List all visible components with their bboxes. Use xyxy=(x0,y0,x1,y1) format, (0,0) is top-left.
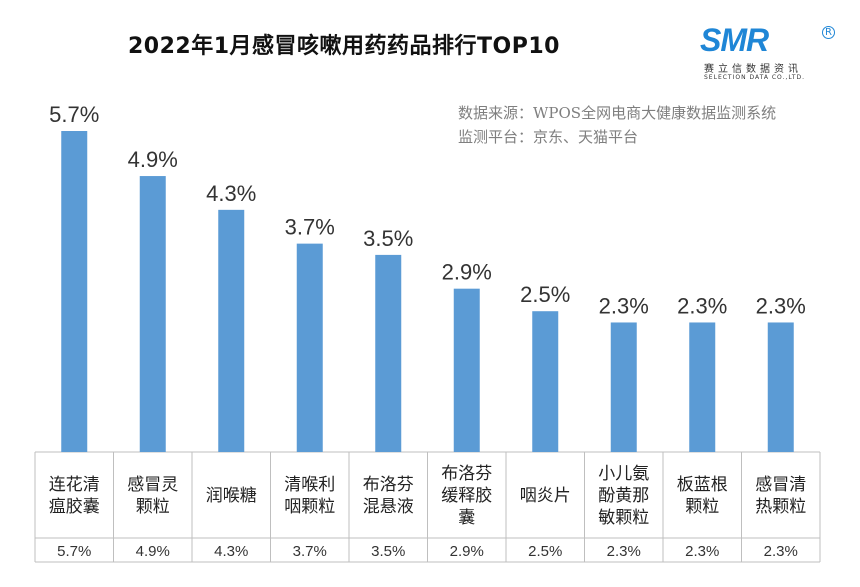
data-label: 2.3% xyxy=(756,293,806,318)
chart-title: 2022年1月感冒咳嗽用药药品排行TOP10 xyxy=(128,34,560,59)
category-label: 小儿氨 xyxy=(598,464,649,484)
category-label: 润喉糖 xyxy=(206,486,257,506)
category-label: 咽颗粒 xyxy=(284,497,335,517)
category-label: 清喉利 xyxy=(284,475,335,495)
data-label: 2.3% xyxy=(677,293,727,318)
bar xyxy=(218,209,245,452)
category-label: 咽炎片 xyxy=(520,486,571,506)
table-value: 2.5% xyxy=(528,543,562,560)
table-value: 2.9% xyxy=(450,543,484,560)
category-label: 布洛芬 xyxy=(441,464,492,484)
table-value: 5.7% xyxy=(57,543,91,560)
category-label: 缓释胶 xyxy=(441,486,492,506)
bar xyxy=(610,322,637,452)
category-label: 囊 xyxy=(458,508,475,528)
category-label: 感冒灵 xyxy=(127,475,178,495)
category-label: 颗粒 xyxy=(136,497,170,517)
bar xyxy=(375,254,402,452)
table-value: 2.3% xyxy=(685,543,719,560)
table-value: 4.3% xyxy=(214,543,248,560)
logo-chinese-name: 赛立信数据资讯 xyxy=(704,64,802,75)
bar xyxy=(532,311,559,452)
category-label: 瘟胶囊 xyxy=(49,497,100,517)
category-label: 热颗粒 xyxy=(755,497,806,517)
category-label: 感冒清 xyxy=(755,475,806,495)
data-label: 2.9% xyxy=(442,260,492,285)
table-value: 3.5% xyxy=(371,543,405,560)
category-label: 混悬液 xyxy=(363,497,414,517)
data-label: 3.5% xyxy=(363,226,413,251)
data-label: 3.7% xyxy=(285,215,335,240)
bar xyxy=(767,322,794,452)
category-label: 板蓝根 xyxy=(677,475,728,495)
data-label: 2.3% xyxy=(599,293,649,318)
bar xyxy=(453,288,480,452)
bar xyxy=(296,243,323,452)
source-line-1: 数据来源：WPOS全网电商大健康数据监测系统 xyxy=(458,104,777,122)
data-source-note: 数据来源：WPOS全网电商大健康数据监测系统 监测平台：京东、天猫平台 xyxy=(458,101,776,149)
bar xyxy=(689,322,716,452)
logo-english-name: SELECTION DATA CO.,LTD. xyxy=(704,74,806,81)
data-label: 4.3% xyxy=(206,181,256,206)
table-value: 4.9% xyxy=(136,543,170,560)
logo-mark: SMR xyxy=(700,22,769,58)
registered-mark: R xyxy=(822,26,835,39)
table-value: 2.3% xyxy=(607,543,641,560)
category-label: 酚黄那 xyxy=(598,486,649,506)
data-label: 2.5% xyxy=(520,282,570,307)
bar xyxy=(61,131,88,452)
source-line-2: 监测平台：京东、天猫平台 xyxy=(458,128,639,146)
data-label: 5.7% xyxy=(49,102,99,127)
category-label: 布洛芬 xyxy=(363,475,414,495)
data-label: 4.9% xyxy=(128,147,178,172)
category-label: 连花清 xyxy=(49,475,100,495)
table-value: 2.3% xyxy=(764,543,798,560)
bar xyxy=(139,176,166,453)
category-label: 颗粒 xyxy=(685,497,719,517)
company-logo: SMR R 赛立信数据资讯 SELECTION DATA CO.,LTD. xyxy=(700,24,840,84)
category-label: 敏颗粒 xyxy=(598,508,649,528)
table-value: 3.7% xyxy=(293,543,327,560)
